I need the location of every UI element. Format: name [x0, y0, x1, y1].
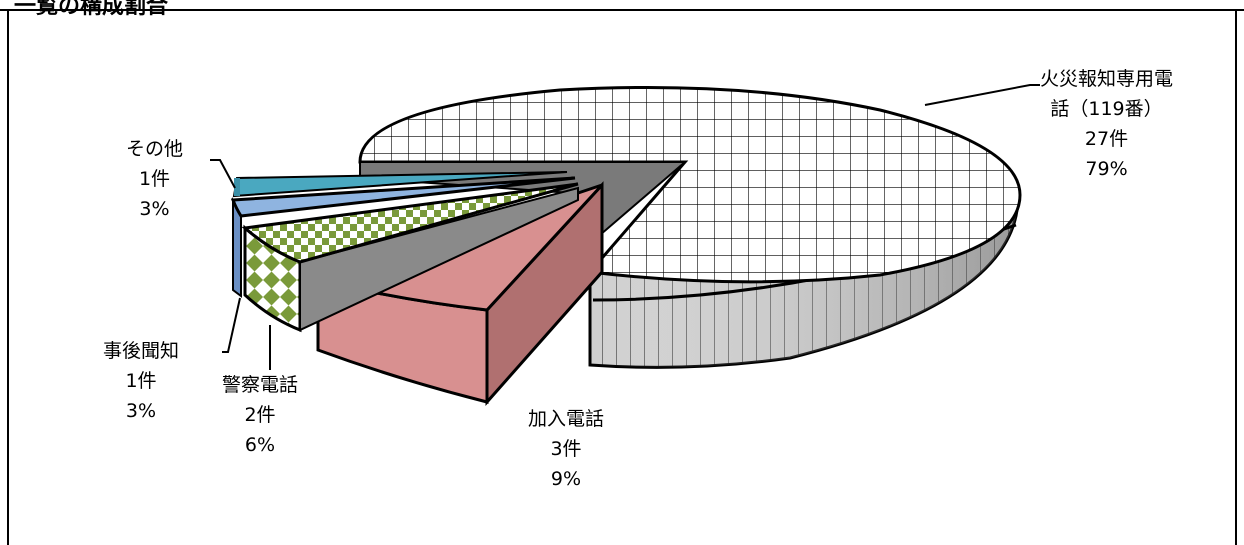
label-subscriber-pct: 9% [550, 468, 582, 490]
label-fire-pct: 79% [1085, 158, 1128, 180]
label-other: その他 1件 3% [126, 134, 183, 224]
slice-afterward [230, 176, 576, 298]
slice-fire-top [358, 86, 1022, 284]
label-afterward-pct: 3% [125, 400, 157, 422]
slice-other-edge [234, 178, 240, 196]
label-police-line1: 警察電話 [222, 374, 299, 396]
leader-other [210, 159, 236, 189]
slice-police-cut [299, 186, 579, 332]
slice-police [241, 182, 579, 333]
label-police: 警察電話 2件 6% [222, 370, 298, 460]
label-fire-line1: 火災報知専用電 [1040, 68, 1174, 90]
label-police-pct: 6% [244, 434, 276, 456]
label-police-count: 2件 [244, 404, 276, 426]
label-subscriber-line1: 加入電話 [528, 408, 605, 430]
label-fire-line2: 話（119番） [1050, 98, 1163, 120]
leader-fire [924, 84, 1040, 106]
label-subscriber-count: 3件 [550, 438, 582, 460]
label-other-line1: その他 [126, 138, 184, 160]
slice-afterward-top [230, 176, 576, 218]
label-fire-count: 27件 [1084, 128, 1129, 150]
label-subscriber: 加入電話 3件 9% [528, 404, 604, 494]
leader-afterward [222, 297, 241, 353]
label-fire: 火災報知専用電 話（119番） 27件 79% [1040, 64, 1173, 184]
label-afterward-count: 1件 [125, 370, 157, 392]
label-afterward-line1: 事後聞知 [103, 340, 180, 362]
label-other-pct: 3% [139, 198, 170, 220]
label-afterward: 事後聞知 1件 3% [103, 336, 179, 426]
slice-police-top [241, 182, 579, 264]
label-other-count: 1件 [138, 168, 171, 190]
